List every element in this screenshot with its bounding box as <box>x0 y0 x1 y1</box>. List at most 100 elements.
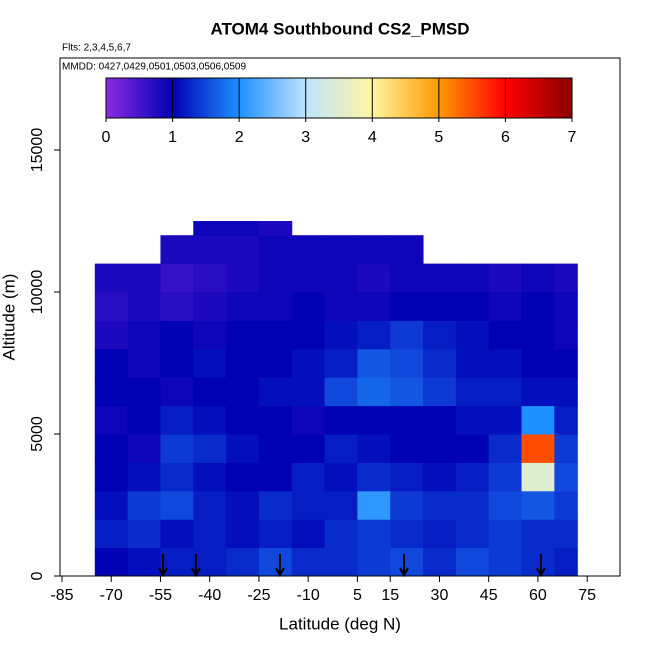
heatmap-cell <box>193 377 227 407</box>
flight-marker <box>536 554 546 578</box>
heatmap-cell <box>127 348 161 378</box>
heatmap-cell <box>94 263 129 293</box>
heatmap-cell <box>94 292 129 321</box>
x-tick-label: -10 <box>297 587 320 604</box>
heatmap-cell <box>193 434 227 463</box>
heatmap-cell <box>258 221 293 236</box>
heatmap-cell <box>554 462 578 492</box>
heatmap-cell <box>258 235 293 265</box>
heatmap-cell <box>94 519 129 549</box>
heatmap-cell <box>226 348 260 378</box>
heatmap-cell <box>291 490 326 520</box>
heatmap-cell <box>554 490 578 520</box>
heatmap-cell <box>357 235 391 265</box>
heatmap-cell <box>455 405 490 435</box>
heatmap-cell <box>357 490 391 520</box>
heatmap-cell <box>258 519 293 549</box>
heatmap-cell <box>94 462 129 492</box>
heatmap-cell <box>160 320 194 350</box>
heatmap-cell <box>455 434 490 463</box>
x-axis-label: Latitude (deg N) <box>279 614 401 633</box>
heatmap-cell <box>127 320 161 350</box>
heatmap-cell <box>127 490 161 520</box>
heatmap-cell <box>291 292 326 321</box>
heatmap-cell <box>193 405 227 435</box>
marker-head <box>399 567 409 578</box>
heatmap-cell <box>455 519 490 549</box>
x-tick-label: 45 <box>480 587 498 604</box>
flight-marker <box>275 554 285 578</box>
heatmap-cell <box>258 462 293 492</box>
colorbar-tick-label: 4 <box>368 129 377 146</box>
heatmap-cell <box>226 235 260 265</box>
annotation: MMDD: 0427,0429,0501,0503,0506,0509 <box>62 62 246 73</box>
heatmap-cell <box>127 434 161 463</box>
heatmap-cell <box>324 292 358 321</box>
heatmap-cell <box>94 348 129 378</box>
heatmap-cell <box>455 377 490 407</box>
heatmap-cell <box>226 547 260 577</box>
x-tick-label: 5 <box>353 587 362 604</box>
heatmap-cell <box>193 490 227 520</box>
heatmap-cell <box>193 263 227 293</box>
x-tick-label: 15 <box>381 587 399 604</box>
heatmap-cell <box>127 547 161 577</box>
colorbar-tick-label: 2 <box>235 129 244 146</box>
x-tick-label: 75 <box>578 587 596 604</box>
heatmap-cell <box>521 377 555 407</box>
heatmap-cell <box>291 405 326 435</box>
heatmap-cell <box>554 405 578 435</box>
heatmap-cell <box>291 377 326 407</box>
heatmap-cell <box>226 519 260 549</box>
heatmap-cell <box>258 405 293 435</box>
heatmap-cell <box>521 348 555 378</box>
heatmap-cell <box>423 519 457 549</box>
heatmap-cell <box>390 405 424 435</box>
heatmap-cell <box>226 490 260 520</box>
heatmap-cell <box>258 490 293 520</box>
heatmap-cell <box>324 519 358 549</box>
heatmap-cell <box>324 490 358 520</box>
heatmap-cell <box>193 519 227 549</box>
heatmap-cell <box>324 377 358 407</box>
heatmap-cell <box>390 490 424 520</box>
flight-marker <box>158 554 168 578</box>
heatmap-cell <box>554 320 578 350</box>
heatmap-cell <box>521 462 555 492</box>
colorbar-tick-label: 3 <box>301 129 310 146</box>
heatmap-cell <box>324 405 358 435</box>
flight-marker <box>191 554 201 578</box>
heatmap-cell <box>127 405 161 435</box>
heatmap-cell <box>160 490 194 520</box>
heatmap-cell <box>127 292 161 321</box>
heatmap-cell <box>357 434 391 463</box>
heatmap-cell <box>226 263 260 293</box>
x-tick-label: -70 <box>100 587 123 604</box>
x-tick-label: -55 <box>149 587 172 604</box>
heatmap-cell <box>488 292 523 321</box>
heatmap-cell <box>226 405 260 435</box>
heatmap-cell <box>160 462 194 492</box>
heatmap-cell <box>554 263 578 293</box>
heatmap-cell <box>423 405 457 435</box>
heatmap-cell <box>94 377 129 407</box>
heatmap-cell <box>291 263 326 293</box>
colorbar-tick-label: 6 <box>501 129 510 146</box>
heatmap-cell <box>423 292 457 321</box>
heatmap-cell <box>357 462 391 492</box>
heatmap-cell <box>423 462 457 492</box>
heatmap-cell <box>488 320 523 350</box>
heatmap-cell <box>226 434 260 463</box>
heatmap-cell <box>423 547 457 577</box>
heatmap-cell <box>258 348 293 378</box>
heatmap-cell <box>488 490 523 520</box>
colorbar-tick-label: 7 <box>568 129 577 146</box>
heatmap-cell <box>521 292 555 321</box>
heatmap-cell <box>423 263 457 293</box>
heatmap-cell <box>291 235 326 265</box>
heatmap-cell <box>226 320 260 350</box>
heatmap-cell <box>160 348 194 378</box>
heatmap-cell <box>390 434 424 463</box>
colorbar-tick-label: 1 <box>168 129 177 146</box>
heatmap-cell <box>226 377 260 407</box>
